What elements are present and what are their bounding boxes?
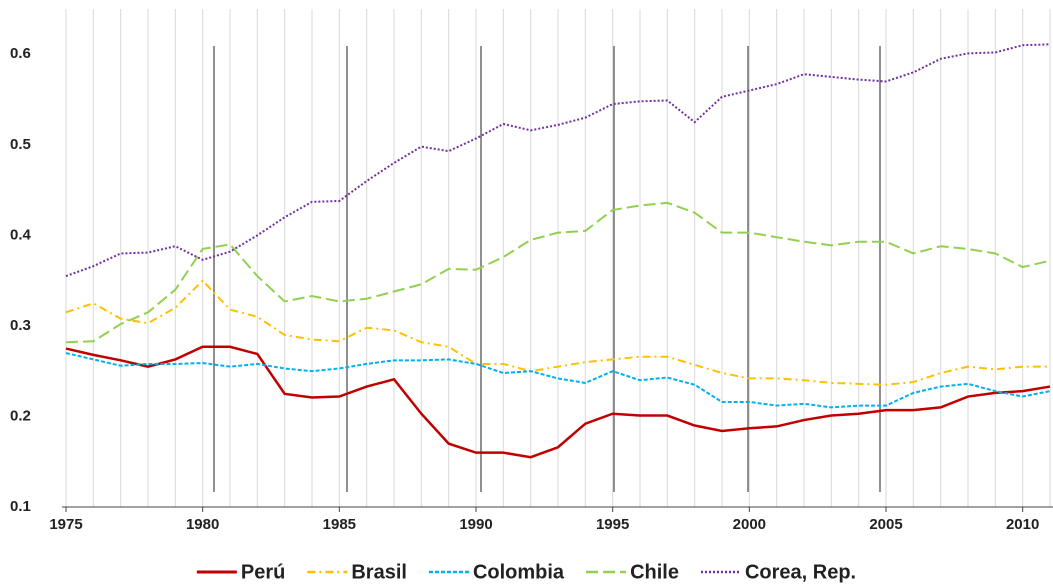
x-tick-label: 2005 — [869, 516, 902, 533]
legend-item: Corea, Rep. — [700, 561, 856, 583]
series-line — [65, 345, 1051, 459]
x-tick-label: 2010 — [1006, 516, 1039, 533]
x-tick-label: 2000 — [733, 516, 766, 533]
legend: Perú Brasil Colombia Chile Corea, Rep. — [196, 561, 856, 583]
x-tick-label: 1990 — [459, 516, 492, 533]
series-line — [65, 352, 1051, 409]
legend-label: Corea, Rep. — [745, 561, 856, 583]
series-line — [65, 279, 1050, 386]
period-lines — [213, 46, 881, 492]
series-line — [65, 201, 1051, 344]
y-tick-label: 0.5 — [10, 136, 31, 153]
legend-label: Chile — [630, 561, 679, 583]
series-line — [65, 43, 1051, 278]
y-tick-label: 0.2 — [10, 407, 31, 424]
legend-item: Perú — [196, 561, 285, 583]
legend-label: Perú — [241, 561, 285, 583]
legend-label: Colombia — [473, 561, 565, 583]
x-tick-label: 1985 — [323, 516, 356, 533]
x-tick-label: 1995 — [596, 516, 629, 533]
x-tick-label: 1980 — [186, 516, 219, 533]
y-tick-label: 0.6 — [10, 45, 31, 62]
legend-label: Brasil — [351, 561, 407, 583]
legend-item: Colombia — [428, 561, 565, 583]
legend-item: Chile — [586, 561, 679, 583]
legend-item: Brasil — [307, 561, 407, 583]
y-tick-label: 0.4 — [10, 226, 32, 243]
y-tick-label: 0.3 — [10, 317, 31, 334]
y-tick-label: 0.1 — [10, 498, 31, 515]
year-grid — [65, 9, 1051, 507]
x-tick-label: 1975 — [49, 516, 82, 533]
